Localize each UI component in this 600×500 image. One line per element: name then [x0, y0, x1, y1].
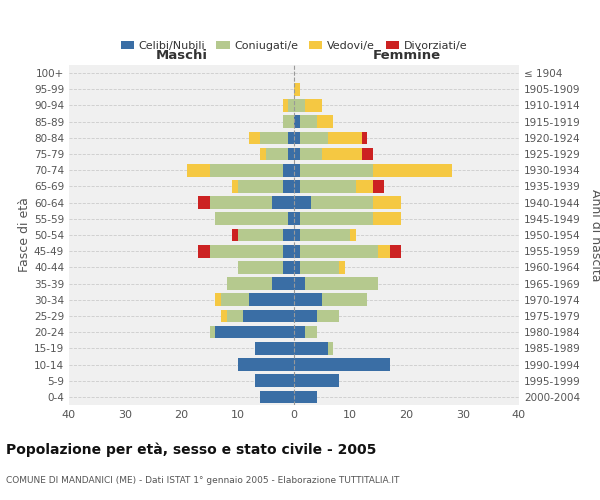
Bar: [361, 148, 373, 160]
Bar: [311, 196, 373, 209]
Bar: [294, 245, 299, 258]
Bar: [238, 358, 294, 371]
Bar: [299, 228, 350, 241]
Bar: [350, 228, 356, 241]
Bar: [294, 83, 299, 96]
Bar: [209, 164, 283, 176]
Bar: [271, 278, 294, 290]
Bar: [238, 180, 283, 192]
Bar: [356, 180, 373, 192]
Bar: [209, 245, 283, 258]
Y-axis label: Fasce di età: Fasce di età: [18, 198, 31, 272]
Bar: [294, 148, 299, 160]
Bar: [283, 164, 294, 176]
Bar: [249, 132, 260, 144]
Bar: [294, 326, 305, 338]
Bar: [232, 180, 238, 192]
Bar: [254, 342, 294, 354]
Bar: [299, 245, 379, 258]
Bar: [294, 196, 311, 209]
Bar: [322, 294, 367, 306]
Bar: [215, 212, 289, 225]
Bar: [328, 132, 361, 144]
Bar: [294, 310, 317, 322]
Bar: [294, 164, 299, 176]
Bar: [305, 99, 322, 112]
Bar: [305, 326, 317, 338]
Bar: [294, 99, 305, 112]
Bar: [271, 196, 294, 209]
Bar: [373, 180, 384, 192]
Bar: [238, 261, 283, 274]
Bar: [299, 116, 317, 128]
Text: Maschi: Maschi: [155, 48, 208, 62]
Text: Femmine: Femmine: [373, 48, 440, 62]
Bar: [294, 180, 299, 192]
Bar: [317, 310, 339, 322]
Bar: [249, 294, 294, 306]
Bar: [244, 310, 294, 322]
Bar: [283, 261, 294, 274]
Bar: [361, 132, 367, 144]
Bar: [227, 278, 271, 290]
Bar: [283, 228, 294, 241]
Bar: [289, 99, 294, 112]
Bar: [317, 116, 334, 128]
Bar: [373, 196, 401, 209]
Bar: [299, 180, 356, 192]
Bar: [294, 278, 305, 290]
Bar: [260, 132, 289, 144]
Bar: [294, 212, 299, 225]
Bar: [215, 294, 221, 306]
Bar: [294, 390, 317, 403]
Bar: [379, 245, 389, 258]
Bar: [209, 326, 215, 338]
Text: Popolazione per età, sesso e stato civile - 2005: Popolazione per età, sesso e stato civil…: [6, 442, 376, 457]
Bar: [294, 294, 322, 306]
Bar: [283, 180, 294, 192]
Bar: [299, 148, 322, 160]
Bar: [227, 310, 244, 322]
Bar: [339, 261, 344, 274]
Bar: [215, 326, 294, 338]
Bar: [283, 99, 289, 112]
Bar: [266, 148, 289, 160]
Bar: [373, 164, 452, 176]
Bar: [299, 132, 328, 144]
Bar: [221, 294, 249, 306]
Bar: [221, 310, 227, 322]
Bar: [283, 116, 294, 128]
Bar: [209, 196, 271, 209]
Legend: Celibi/Nubili, Coniugati/e, Vedovi/e, Divorziati/e: Celibi/Nubili, Coniugati/e, Vedovi/e, Di…: [116, 36, 472, 56]
Bar: [299, 261, 339, 274]
Bar: [294, 342, 328, 354]
Bar: [294, 374, 339, 387]
Bar: [260, 148, 266, 160]
Bar: [238, 228, 283, 241]
Bar: [305, 278, 379, 290]
Bar: [289, 148, 294, 160]
Text: COMUNE DI MANDANICI (ME) - Dati ISTAT 1° gennaio 2005 - Elaborazione TUTTITALIA.: COMUNE DI MANDANICI (ME) - Dati ISTAT 1°…: [6, 476, 400, 485]
Bar: [254, 374, 294, 387]
Bar: [187, 164, 209, 176]
Bar: [373, 212, 401, 225]
Bar: [299, 164, 373, 176]
Bar: [322, 148, 361, 160]
Y-axis label: Anni di nascita: Anni di nascita: [589, 188, 600, 281]
Bar: [294, 228, 299, 241]
Bar: [283, 245, 294, 258]
Bar: [294, 261, 299, 274]
Bar: [199, 245, 209, 258]
Bar: [199, 196, 209, 209]
Bar: [232, 228, 238, 241]
Bar: [260, 390, 294, 403]
Bar: [299, 212, 373, 225]
Bar: [289, 132, 294, 144]
Bar: [294, 132, 299, 144]
Bar: [328, 342, 334, 354]
Bar: [294, 358, 389, 371]
Bar: [389, 245, 401, 258]
Bar: [294, 116, 299, 128]
Bar: [289, 212, 294, 225]
